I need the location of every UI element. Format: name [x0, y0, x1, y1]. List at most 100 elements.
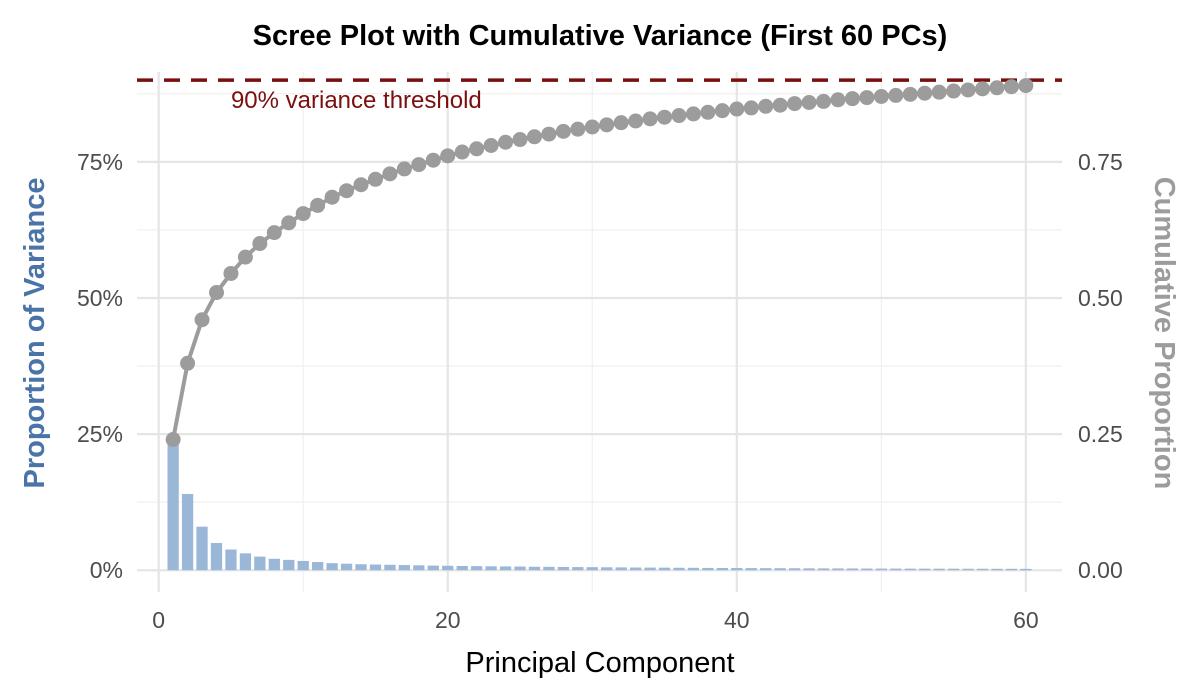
cumulative-point	[816, 93, 832, 109]
variance-bar	[716, 567, 728, 571]
variance-bar	[991, 568, 1003, 571]
cumulative-point	[237, 249, 253, 265]
variance-bar	[890, 568, 902, 571]
y-tick-label-left: 25%	[77, 421, 123, 447]
tick-layer: 0 20 40 60 0% 0.00 25% 0.25 50% 0.50 75% 0.75	[77, 149, 1123, 633]
cumulative-point	[382, 166, 398, 182]
cumulative-point	[223, 265, 239, 281]
cumulative-point	[902, 86, 918, 102]
cumulative-point	[946, 83, 962, 99]
cumulative-point	[801, 94, 817, 110]
variance-bar	[543, 566, 555, 571]
cumulative-point	[469, 141, 485, 157]
variance-bar	[904, 568, 916, 571]
cumulative-line	[171, 83, 1027, 440]
cumulative-point	[931, 84, 947, 100]
cumulative-point	[483, 138, 499, 154]
cumulative-line-layer	[171, 83, 1027, 440]
variance-bar	[933, 568, 945, 571]
cumulative-point	[844, 91, 860, 107]
y-tick-label-right: 0.00	[1078, 557, 1123, 583]
cumulative-point	[873, 89, 889, 105]
variance-bar	[919, 568, 931, 571]
variance-bar	[283, 559, 295, 571]
cumulative-point	[512, 132, 528, 148]
cumulative-point	[859, 90, 875, 106]
variance-bar	[586, 567, 598, 571]
cumulative-point	[1018, 78, 1034, 94]
variance-bar	[947, 568, 960, 571]
y-tick-label-right: 0.25	[1078, 421, 1123, 447]
variance-bar	[788, 568, 801, 571]
variance-bar	[254, 556, 266, 571]
cumulative-point	[194, 312, 210, 328]
cumulative-point	[917, 85, 933, 101]
y-axis-label-left: Proportion of Variance	[19, 178, 51, 489]
y-tick-label-right: 0.50	[1078, 285, 1123, 311]
variance-bar	[413, 565, 425, 571]
y-tick-label-left: 50%	[77, 285, 123, 311]
cumulative-point	[628, 113, 644, 129]
variance-bar	[384, 564, 396, 571]
cumulative-point	[657, 109, 673, 125]
cumulative-point	[714, 103, 730, 119]
variance-bar	[976, 568, 989, 571]
variance-bar	[499, 566, 512, 571]
cumulative-point	[208, 285, 224, 301]
cumulative-point	[266, 225, 282, 241]
grid-layer	[137, 72, 1062, 592]
variance-bar	[196, 526, 208, 571]
x-tick-label: 40	[724, 607, 750, 633]
cumulative-point	[599, 117, 615, 133]
variance-bar	[1005, 568, 1018, 571]
cumulative-point	[570, 121, 586, 137]
cumulative-point	[888, 87, 904, 103]
cumulative-point	[180, 355, 196, 371]
y-axis-label-right: Cumulative Proportion	[1148, 177, 1180, 490]
variance-bar	[875, 568, 887, 571]
variance-bar	[312, 562, 324, 571]
cumulative-point	[584, 119, 600, 135]
variance-bar	[225, 549, 237, 571]
variance-bar	[427, 565, 439, 571]
x-axis-label: Principal Component	[465, 647, 734, 679]
cumulative-point	[700, 104, 716, 120]
variance-bar	[817, 568, 830, 571]
cumulative-point	[367, 171, 383, 187]
variance-bar	[673, 567, 685, 571]
threshold-layer: 90% variance threshold	[137, 78, 1062, 114]
variance-bar	[442, 565, 454, 571]
variance-bar	[629, 567, 642, 571]
variance-bar	[658, 567, 671, 571]
cumulative-point	[425, 152, 441, 168]
cumulative-point	[555, 123, 571, 139]
chart-title: Scree Plot with Cumulative Variance (Fir…	[253, 20, 948, 52]
variance-bar	[167, 439, 179, 571]
cumulative-point	[613, 115, 629, 131]
variance-bar	[514, 566, 526, 571]
variance-bar	[615, 567, 627, 571]
x-tick-label: 0	[152, 607, 165, 633]
variance-bar	[485, 566, 497, 571]
variance-bar	[687, 567, 700, 571]
variance-bar	[181, 493, 194, 571]
variance-bar	[340, 563, 353, 571]
cumulative-point	[960, 82, 976, 98]
cumulative-point	[1003, 79, 1019, 95]
variance-bar	[774, 568, 786, 571]
cumulative-point	[787, 96, 803, 112]
variance-bar	[644, 567, 656, 571]
variance-bar	[832, 568, 844, 571]
x-tick-label: 60	[1013, 607, 1039, 633]
cumulative-point	[685, 106, 701, 122]
y-tick-label-left: 75%	[77, 149, 123, 175]
variance-bar	[731, 568, 743, 571]
cumulative-point	[671, 108, 687, 124]
cumulative-point	[830, 92, 846, 108]
variance-bar	[760, 568, 772, 571]
cumulative-point	[989, 80, 1005, 96]
cumulative-point	[975, 81, 991, 97]
variance-bar	[601, 567, 613, 571]
